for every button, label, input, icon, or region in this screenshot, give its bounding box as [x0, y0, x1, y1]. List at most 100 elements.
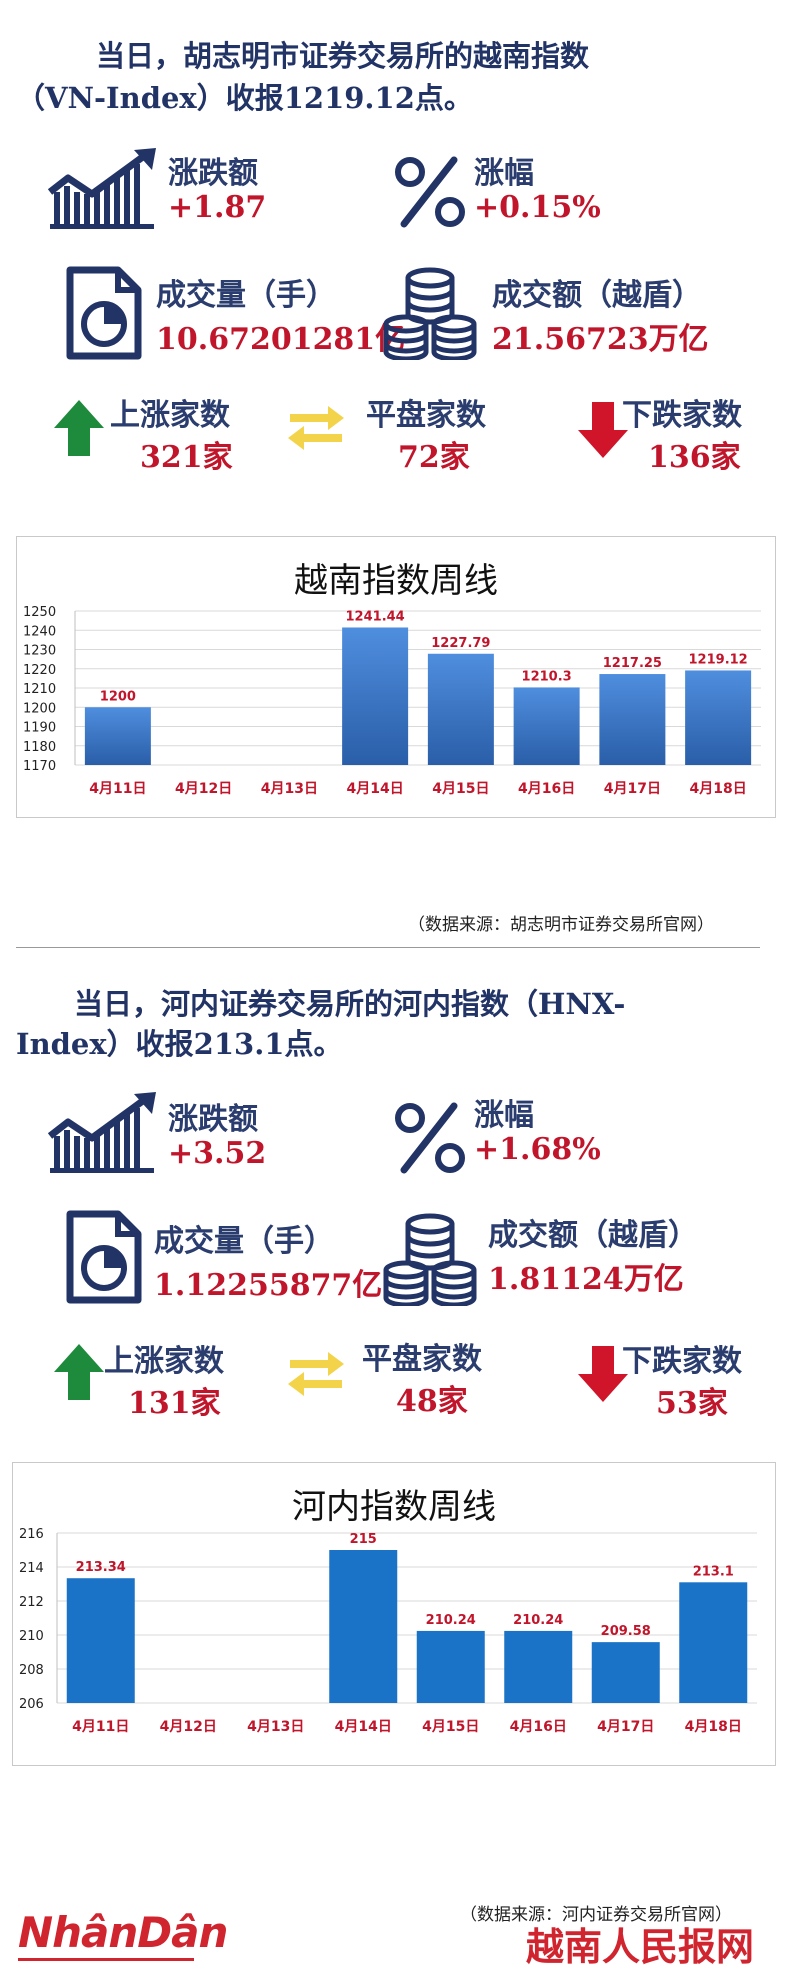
percent-icon: [395, 1102, 465, 1174]
data-label: 215: [350, 1532, 377, 1547]
vn-flat-label: 平盘家数: [366, 398, 486, 433]
up-arrow-icon: [54, 400, 104, 456]
hnx-change-value: +3.52: [168, 1136, 267, 1171]
vn-down-label: 下跌家数: [622, 398, 742, 433]
bar: [416, 1630, 485, 1703]
vn-volume-label: 成交量（手）: [156, 278, 336, 313]
flat-arrows-icon: [288, 406, 344, 450]
hnx-pct-label: 涨幅: [474, 1098, 534, 1133]
hnx-up-value: 131家: [128, 1386, 221, 1421]
vn-chart-title: 越南指数周线: [294, 561, 498, 601]
bar: [679, 1582, 748, 1703]
hnx-flat-value: 48家: [396, 1384, 468, 1419]
x-tick-label: 4月14日: [347, 781, 404, 797]
vn-chart-svg: 1170 1180 1190 1200 1210 1220 1230 1240 1250 1200…: [23, 605, 761, 797]
data-label: 213.1: [693, 1564, 734, 1579]
hnx-up-label: 上涨家数: [104, 1344, 224, 1379]
chart-trend-icon: [48, 1092, 156, 1173]
logo-underline: [18, 1958, 194, 1961]
chart-trend-icon: [48, 148, 156, 229]
coins-icon: [383, 1213, 477, 1306]
x-tick-label: 4月17日: [604, 781, 661, 797]
bar: [685, 670, 752, 765]
up-arrow-icon: [54, 1344, 104, 1400]
x-tick-label: 4月13日: [247, 1719, 304, 1735]
data-label: 1217.25: [603, 656, 662, 671]
vn-turnover-value: 21.56723万亿: [492, 322, 709, 357]
data-label: 1219.12: [689, 652, 748, 667]
y-tick-label: 1200: [23, 701, 56, 716]
vn-pct-label: 涨幅: [474, 156, 534, 191]
data-label: 1210.3: [522, 669, 572, 684]
vn-turnover-label: 成交额（越盾）: [492, 278, 702, 313]
document-chart-icon: [66, 1210, 142, 1304]
x-tick-label: 4月16日: [518, 781, 575, 797]
down-arrow-icon: [578, 402, 628, 458]
y-tick-label: 1250: [23, 605, 56, 620]
vn-down-value: 136家: [648, 440, 741, 475]
data-label: 209.58: [601, 1624, 651, 1639]
x-tick-label: 4月18日: [690, 781, 747, 797]
y-tick-label: 212: [19, 1595, 44, 1610]
vn-volume-value: 10.67201281亿: [156, 322, 406, 357]
nhandan-logo: NhânDân: [18, 1908, 228, 1957]
data-label: 1227.79: [431, 636, 490, 651]
bar: [84, 707, 151, 765]
x-tick-label: 4月13日: [261, 781, 318, 797]
vn-chart-panel: 越南指数周线 1170 1180 1190 1200 1210 1220 1230 1240 1…: [16, 536, 776, 818]
y-tick-label: 216: [19, 1527, 44, 1542]
y-tick-label: 1220: [23, 663, 56, 678]
data-label: 210.24: [513, 1613, 563, 1628]
hnx-headline-line1: 当日，河内证券交易所的河内指数（HNX-: [74, 987, 626, 1021]
hnx-chart-svg: 206 208 210 212 214 216 213.34 4月11日 4月12日 4月13日 2…: [19, 1527, 757, 1735]
bar: [504, 1630, 573, 1703]
vn-change-label: 涨跌额: [168, 156, 258, 191]
hnx-change-label: 涨跌额: [168, 1102, 258, 1137]
bar: [329, 1550, 398, 1703]
x-tick-label: 4月12日: [175, 781, 232, 797]
y-tick-label: 214: [19, 1561, 44, 1576]
y-tick-label: 1210: [23, 682, 56, 697]
vn-change-value: +1.87: [168, 190, 267, 225]
vn-up-value: 321家: [140, 440, 233, 475]
hnx-turnover-label: 成交额（越盾）: [488, 1218, 698, 1253]
flat-arrows-icon: [288, 1352, 344, 1396]
hnx-volume-label: 成交量（手）: [154, 1224, 334, 1259]
bar: [513, 687, 580, 765]
vn-source: （数据来源：胡志明市证券交易所官网）: [408, 915, 714, 935]
x-tick-label: 4月11日: [89, 781, 146, 797]
data-label: 1241.44: [346, 609, 405, 624]
data-label: 1200: [100, 689, 136, 704]
brand-name: 越南人民报网: [526, 1925, 755, 1969]
bar: [66, 1578, 135, 1703]
hnx-source: （数据来源：河内证券交易所官网）: [460, 1905, 732, 1925]
vn-up-label: 上涨家数: [110, 398, 230, 433]
hnx-turnover-value: 1.81124万亿: [488, 1262, 684, 1297]
y-tick-label: 1230: [23, 644, 56, 659]
document-chart-icon: [66, 266, 142, 360]
x-tick-label: 4月16日: [510, 1719, 567, 1735]
data-label: 213.34: [76, 1560, 126, 1575]
x-tick-label: 4月11日: [72, 1719, 129, 1735]
coins-icon: [383, 267, 477, 360]
bar: [427, 653, 494, 765]
bar: [599, 674, 666, 765]
x-tick-label: 4月18日: [685, 1719, 742, 1735]
y-tick-label: 1240: [23, 624, 56, 639]
x-tick-label: 4月15日: [432, 781, 489, 797]
hnx-pct-value: +1.68%: [474, 1132, 601, 1167]
down-arrow-icon: [578, 1346, 628, 1402]
hnx-headline-line2: Index）收报213.1点。: [16, 1027, 343, 1061]
data-label: 210.24: [426, 1613, 476, 1628]
x-tick-label: 4月17日: [597, 1719, 654, 1735]
bar: [342, 627, 409, 765]
y-tick-label: 1180: [23, 740, 56, 755]
section-divider: [16, 947, 760, 948]
x-tick-label: 4月15日: [422, 1719, 479, 1735]
y-tick-label: 1170: [23, 759, 56, 774]
vn-pct-value: +0.15%: [474, 190, 601, 225]
x-tick-label: 4月14日: [335, 1719, 392, 1735]
x-tick-label: 4月12日: [160, 1719, 217, 1735]
hnx-flat-label: 平盘家数: [362, 1342, 482, 1377]
hnx-down-label: 下跌家数: [622, 1344, 742, 1379]
